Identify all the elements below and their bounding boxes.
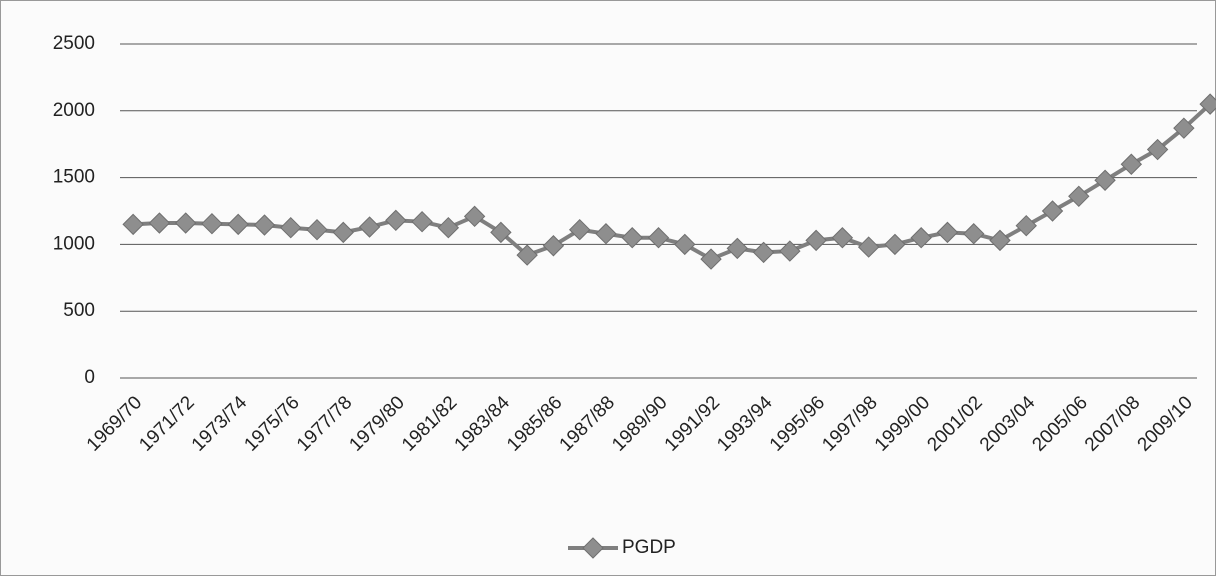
point-marker bbox=[306, 218, 328, 241]
legend-label: PGDP bbox=[622, 537, 676, 558]
point-marker bbox=[1068, 185, 1090, 208]
point-marker bbox=[122, 213, 144, 236]
point-marker bbox=[726, 237, 749, 260]
y-tick-label: 1000 bbox=[53, 233, 95, 254]
point-marker bbox=[490, 221, 512, 244]
point-marker bbox=[516, 244, 538, 266]
point-marker bbox=[674, 233, 696, 256]
point-marker bbox=[332, 221, 354, 244]
point-marker bbox=[568, 218, 591, 241]
point-marker bbox=[595, 223, 617, 245]
point-marker bbox=[857, 236, 880, 258]
point-marker bbox=[831, 227, 854, 249]
point-marker bbox=[463, 205, 486, 228]
point-marker bbox=[253, 214, 276, 236]
point-marker bbox=[884, 233, 906, 256]
point-marker bbox=[1015, 214, 1037, 237]
point-marker bbox=[201, 212, 223, 235]
y-tick-label: 1500 bbox=[53, 167, 95, 188]
point-marker bbox=[227, 213, 249, 236]
point-marker bbox=[989, 229, 1011, 252]
point-marker bbox=[779, 240, 801, 262]
point-marker bbox=[805, 229, 827, 252]
point-marker bbox=[752, 241, 775, 264]
point-marker bbox=[280, 216, 302, 239]
point-marker bbox=[148, 212, 171, 234]
point-marker bbox=[1146, 138, 1169, 161]
point-marker bbox=[910, 227, 932, 249]
point-marker bbox=[411, 210, 433, 233]
y-tick-label: 0 bbox=[84, 367, 95, 388]
point-marker bbox=[385, 209, 407, 232]
point-marker bbox=[542, 235, 565, 257]
point-marker bbox=[437, 216, 460, 239]
y-tick-label: 2500 bbox=[53, 33, 95, 54]
point-marker bbox=[647, 227, 670, 249]
point-marker bbox=[963, 223, 985, 245]
point-marker bbox=[700, 248, 722, 270]
point-marker bbox=[1041, 200, 1064, 222]
point-marker bbox=[1199, 93, 1216, 115]
point-marker bbox=[621, 227, 643, 249]
point-marker bbox=[174, 212, 197, 234]
y-tick-label: 2000 bbox=[53, 100, 95, 121]
point-marker bbox=[1120, 153, 1143, 175]
point-marker bbox=[1094, 169, 1116, 191]
point-marker bbox=[1173, 117, 1195, 139]
legend-marker bbox=[582, 537, 604, 559]
point-marker bbox=[358, 216, 381, 238]
point-marker bbox=[936, 221, 959, 244]
y-tick-label: 500 bbox=[63, 300, 95, 321]
